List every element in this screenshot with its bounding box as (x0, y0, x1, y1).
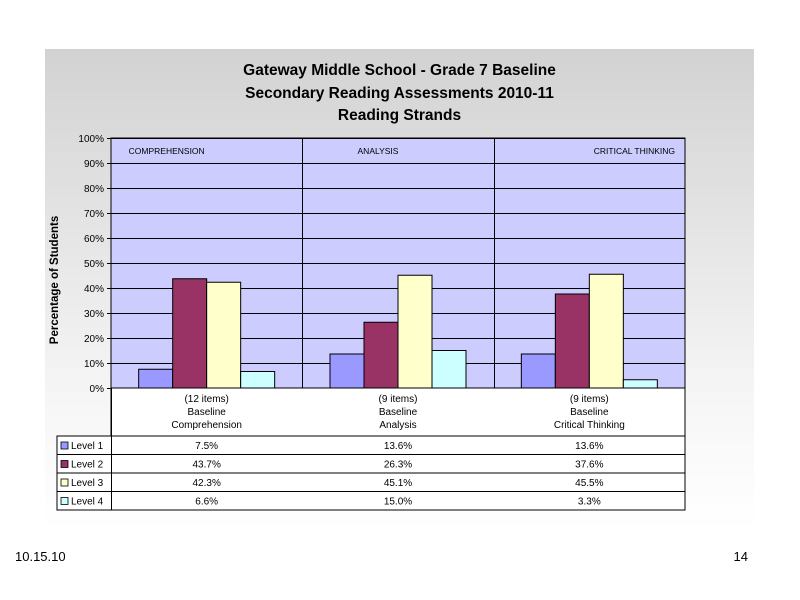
data-label: 37.6% (575, 460, 603, 471)
table-row (56, 491, 686, 511)
legend-key (60, 441, 69, 450)
category-label: Baseline (379, 407, 418, 418)
section-label: ANALYSIS (358, 146, 399, 156)
bar (206, 281, 242, 389)
footer-date: 10.15.10 (15, 549, 66, 564)
data-label: 6.6% (195, 497, 218, 508)
y-tick-label: 100% (78, 134, 104, 145)
bar (329, 353, 365, 389)
y-tick-label: 0% (90, 384, 105, 395)
bar (431, 350, 467, 389)
legend-key (60, 460, 69, 468)
data-label: 3.3% (578, 497, 601, 508)
category-label: (9 items) (379, 394, 418, 405)
y-tick-label: 20% (84, 334, 104, 345)
bar (138, 368, 174, 389)
y-tick-label: 70% (84, 209, 104, 220)
section-label: CRITICAL THINKING (594, 146, 675, 156)
bar (554, 293, 590, 389)
category-label-box (110, 387, 686, 437)
chart-title-line-2: Secondary Reading Assessments 2010-11 (245, 85, 554, 102)
category-label: (9 items) (570, 394, 609, 405)
category-label: Baseline (187, 407, 226, 418)
legend-entry: Level 4 (71, 497, 104, 508)
y-tick-label: 50% (84, 259, 104, 270)
category-label: Comprehension (171, 420, 242, 431)
y-tick-label: 10% (84, 359, 104, 370)
data-label: 43.7% (192, 460, 220, 471)
category-label: (12 items) (184, 394, 228, 405)
bar (172, 278, 208, 389)
bar (363, 321, 399, 389)
data-label: 26.3% (384, 460, 412, 471)
category-label: Analysis (379, 420, 416, 431)
bar (622, 379, 658, 389)
legend-entry: Level 1 (71, 441, 104, 452)
y-tick-label: 60% (84, 234, 104, 245)
data-label: 42.3% (192, 478, 220, 489)
legend-key (60, 478, 69, 487)
data-label: 15.0% (384, 497, 412, 508)
legend-entry: Level 3 (71, 478, 104, 489)
chart-title-line-3: Reading Strands (337, 107, 462, 124)
bar (520, 353, 556, 389)
y-axis-label: Percentage of Students (49, 215, 61, 345)
data-label: 45.5% (575, 478, 603, 489)
y-tick-label: 30% (84, 309, 104, 320)
legend-entry: Level 2 (71, 460, 104, 471)
y-tick-label: 90% (84, 159, 104, 170)
chart-title-line-1: Gateway Middle School - Grade 7 Baseline (243, 62, 556, 79)
y-tick-label: 40% (84, 284, 104, 295)
data-label: 13.6% (575, 441, 603, 452)
category-label: Critical Thinking (554, 420, 625, 431)
bar (240, 371, 276, 389)
data-label: 45.1% (384, 478, 412, 489)
y-tick-label: 80% (84, 184, 104, 195)
section-label: COMPREHENSION (129, 146, 205, 156)
category-label: Baseline (570, 407, 609, 418)
data-label: 7.5% (195, 441, 218, 452)
legend-key (60, 497, 69, 505)
footer-page-number: 14 (733, 549, 748, 564)
data-label: 13.6% (384, 441, 412, 452)
bar (397, 274, 433, 389)
bar (588, 273, 624, 389)
